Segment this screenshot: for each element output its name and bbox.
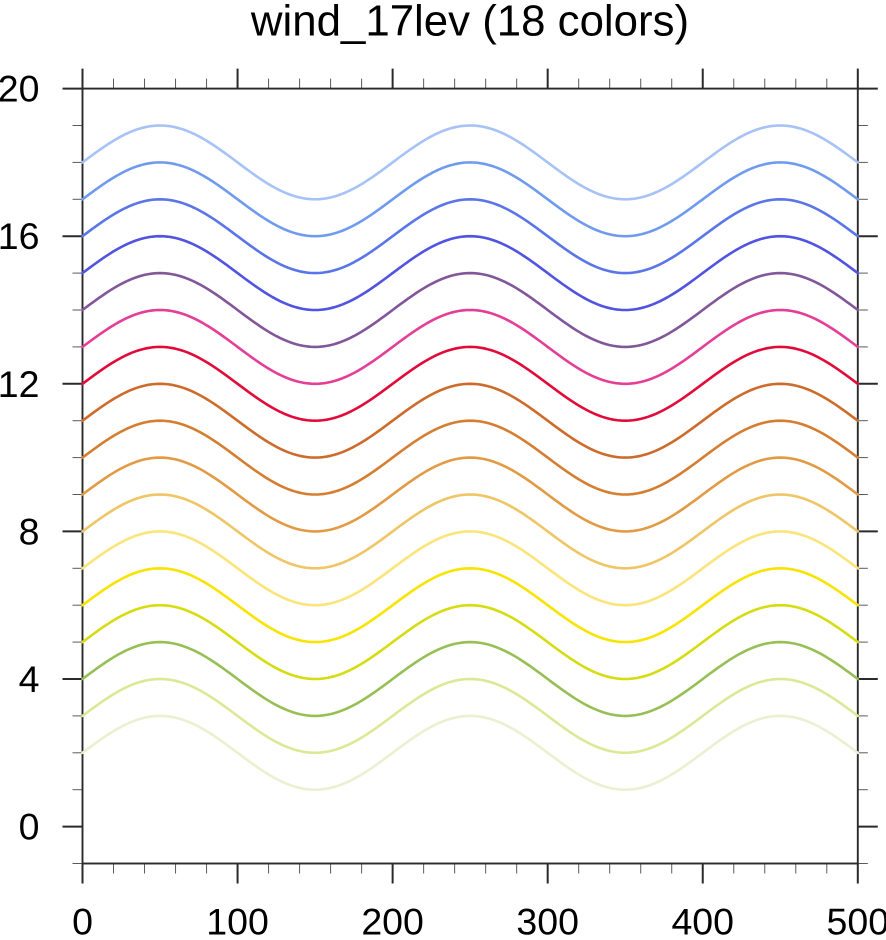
- svg-text:500: 500: [827, 901, 886, 935]
- svg-text:4: 4: [19, 658, 40, 700]
- svg-text:8: 8: [19, 510, 40, 552]
- svg-text:wind_17lev (18 colors): wind_17lev (18 colors): [250, 0, 689, 45]
- svg-text:0: 0: [19, 806, 40, 848]
- svg-text:400: 400: [671, 901, 734, 935]
- svg-text:100: 100: [206, 901, 269, 935]
- svg-text:200: 200: [361, 901, 424, 935]
- svg-text:16: 16: [0, 215, 40, 257]
- svg-text:20: 20: [0, 68, 40, 110]
- svg-text:0: 0: [72, 901, 93, 935]
- svg-text:300: 300: [516, 901, 579, 935]
- svg-text:12: 12: [0, 363, 40, 405]
